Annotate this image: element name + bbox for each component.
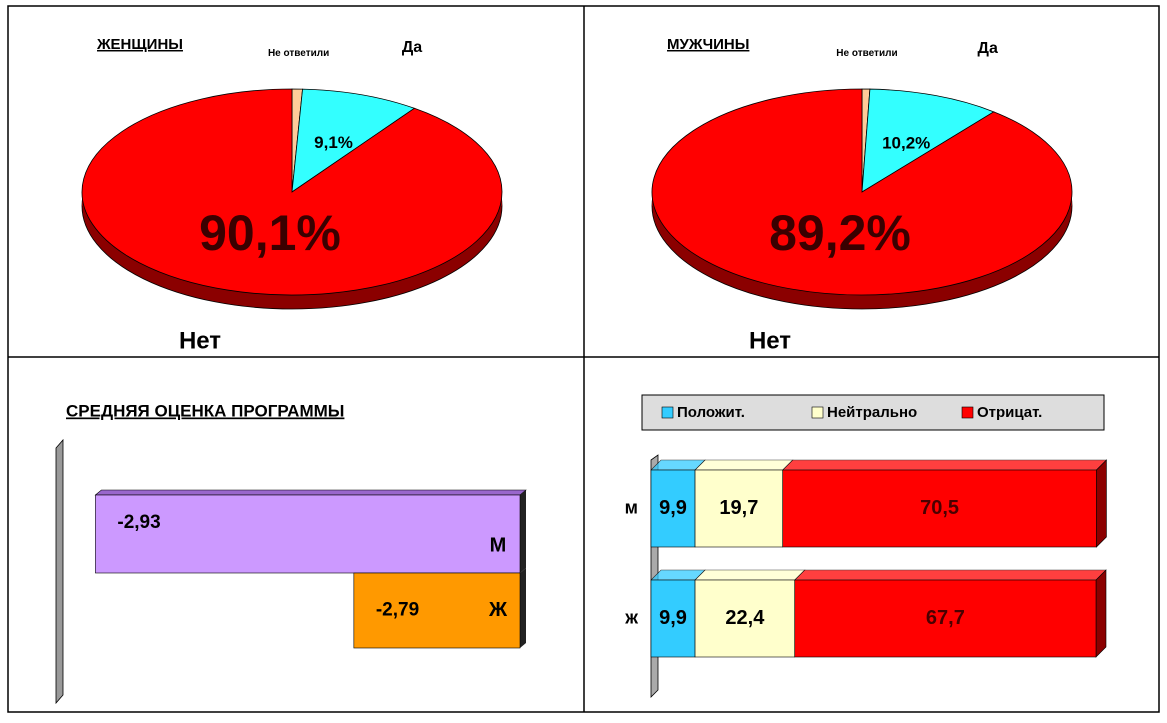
category-label: Нет: [179, 327, 221, 354]
value-label: -2,79: [376, 600, 419, 621]
pie-slice: [861, 88, 995, 193]
category-label: Да: [402, 39, 422, 56]
category-label: М: [490, 534, 507, 556]
value-label: -2,93: [117, 512, 160, 533]
pie-slice: [651, 88, 1073, 296]
pie-slice: [81, 88, 503, 296]
value-label: 90,1%: [199, 205, 341, 261]
bar: [95, 494, 521, 574]
value-label: 9,9: [659, 607, 687, 629]
legend-swatch: [661, 406, 674, 419]
legend-label: Отрицат.: [977, 404, 1042, 421]
bar-side: [1096, 459, 1107, 548]
chart-title: СРЕДНЯЯ ОЦЕНКА ПРОГРАММЫ: [66, 401, 344, 420]
value-label: 22,4: [725, 607, 765, 629]
value-label: 67,7: [926, 607, 965, 629]
category-label: Не ответили: [268, 48, 329, 59]
bar-top: [794, 569, 1107, 581]
category-label: Не ответили: [836, 48, 897, 59]
value-label: 70,5: [920, 497, 959, 519]
legend-swatch: [961, 406, 974, 419]
bar-side: [520, 490, 526, 573]
bar-side: [520, 568, 526, 648]
pie-slice: [291, 88, 416, 193]
legend-label: Положит.: [677, 404, 745, 421]
category-label: Нет: [749, 327, 791, 354]
bar-segment: [794, 579, 1097, 658]
bar-top: [694, 569, 806, 581]
category-label: Ж: [488, 599, 508, 621]
value-label: 9,1%: [314, 133, 353, 152]
category-label: м: [625, 497, 638, 517]
bar-segment: [650, 469, 696, 548]
bar-segment: [694, 579, 796, 658]
bar-segment: [782, 469, 1097, 548]
category-label: ж: [624, 607, 638, 627]
chart-title: ЖЕНЩИНЫ: [96, 36, 183, 53]
bar-top: [694, 459, 794, 471]
legend-label: Нейтрально: [827, 404, 917, 421]
bar-segment: [650, 579, 696, 658]
value-label: 9,9: [659, 497, 687, 519]
bar-side: [1095, 569, 1107, 658]
bar-top: [781, 459, 1108, 471]
value-label: 19,7: [719, 497, 758, 519]
value-label: 10,2%: [882, 134, 930, 153]
axis-wall: [55, 438, 64, 705]
category-label: Да: [978, 40, 998, 57]
bar: [353, 572, 521, 649]
bar-segment: [694, 469, 784, 548]
value-label: 89,2%: [769, 205, 911, 261]
chart-title: МУЖЧИНЫ: [667, 36, 749, 53]
legend-swatch: [811, 406, 824, 419]
bar-top: [94, 489, 527, 496]
legend: [641, 394, 1105, 431]
